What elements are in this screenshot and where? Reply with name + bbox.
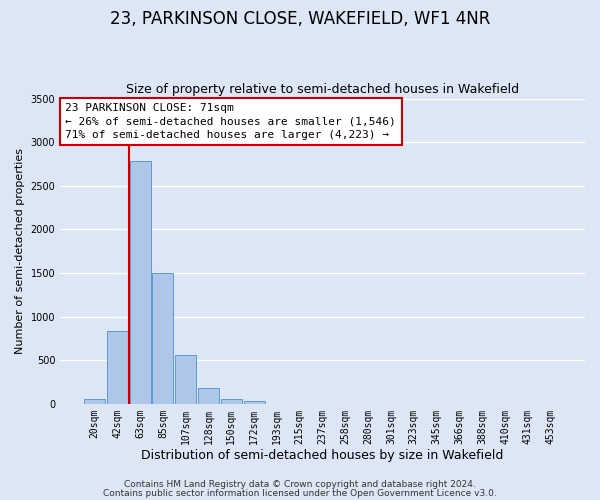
Bar bbox=[84, 398, 105, 404]
Bar bbox=[221, 398, 242, 404]
Title: Size of property relative to semi-detached houses in Wakefield: Size of property relative to semi-detach… bbox=[126, 83, 519, 96]
Bar bbox=[175, 356, 196, 404]
Y-axis label: Number of semi-detached properties: Number of semi-detached properties bbox=[15, 148, 25, 354]
Bar bbox=[152, 273, 173, 404]
Text: 23, PARKINSON CLOSE, WAKEFIELD, WF1 4NR: 23, PARKINSON CLOSE, WAKEFIELD, WF1 4NR bbox=[110, 10, 490, 28]
Text: Contains HM Land Registry data © Crown copyright and database right 2024.: Contains HM Land Registry data © Crown c… bbox=[124, 480, 476, 489]
Bar bbox=[198, 388, 219, 404]
Bar bbox=[130, 162, 151, 404]
Text: Contains public sector information licensed under the Open Government Licence v3: Contains public sector information licen… bbox=[103, 488, 497, 498]
Bar bbox=[244, 401, 265, 404]
Text: 23 PARKINSON CLOSE: 71sqm
← 26% of semi-detached houses are smaller (1,546)
71% : 23 PARKINSON CLOSE: 71sqm ← 26% of semi-… bbox=[65, 103, 396, 140]
Bar bbox=[107, 332, 128, 404]
X-axis label: Distribution of semi-detached houses by size in Wakefield: Distribution of semi-detached houses by … bbox=[142, 450, 504, 462]
